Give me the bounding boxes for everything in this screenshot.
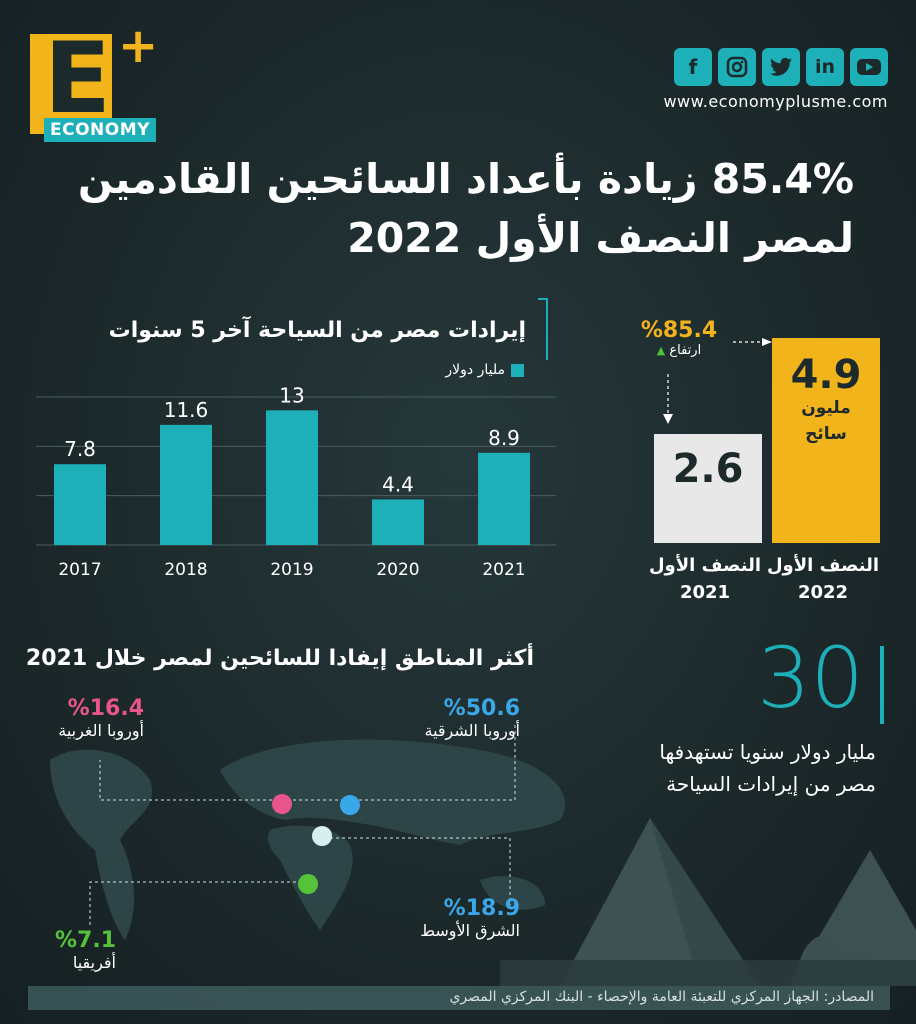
region-name: أوروبا الشرقية — [424, 721, 520, 740]
linkedin-icon[interactable]: in — [806, 48, 844, 86]
bar-value-label: 13 — [279, 383, 304, 407]
target-line2: مصر من إيرادات السياحة — [666, 772, 876, 796]
world-map — [50, 725, 566, 940]
h1-2022-value: 4.9 — [790, 352, 862, 398]
bar-2019 — [266, 410, 318, 545]
revenue-legend: مليار دولار — [445, 362, 524, 378]
h1-2022-bar: 4.9 مليون سائح — [772, 338, 880, 543]
h1-2021-value: 2.6 — [672, 446, 744, 492]
region-middle-east: %18.9 الشرق الأوسط — [420, 896, 520, 940]
bar-value-label: 11.6 — [164, 398, 209, 422]
x-tick-label: 2020 — [376, 560, 419, 580]
growth-indicator: %85.4 ارتفاع ▲ — [634, 318, 724, 358]
x-tick-label: 2019 — [270, 560, 313, 580]
logo-box — [30, 34, 112, 134]
twitter-icon[interactable] — [762, 48, 800, 86]
chart-title-bracket — [538, 298, 548, 360]
h1-2022-label: النصف الأول 2022 — [766, 555, 880, 603]
youtube-icon[interactable] — [850, 48, 888, 86]
revenue-bar-chart: 7.8 2017 11.6 2018 13 2019 4.4 2020 8.9 2021 — [36, 383, 556, 580]
target-accent-bar — [880, 646, 884, 724]
region-eastern-europe: %50.6 أوروبا الشرقية — [424, 696, 520, 740]
marker-middle-east — [312, 826, 332, 846]
h1-2021-label: النصف الأول 2021 — [648, 555, 762, 603]
h1-2021-bar: 2.6 — [654, 434, 762, 543]
region-name: الشرق الأوسط — [420, 921, 520, 940]
logo-tag: ECONOMY — [44, 118, 156, 142]
marker-eastern-europe — [340, 795, 360, 815]
pyramids-illustration — [500, 818, 916, 986]
bar-2020 — [372, 499, 424, 545]
map-australia — [480, 876, 545, 910]
logo-letter: E — [44, 22, 111, 136]
bar-2018 — [160, 424, 212, 545]
social-links: f in — [674, 48, 888, 86]
growth-connector — [663, 338, 772, 424]
region-pct: %18.9 — [443, 896, 520, 921]
region-name: أفريقيا — [72, 953, 116, 972]
region-name: أوروبا الغربية — [58, 721, 144, 740]
logo-plus: + — [118, 18, 159, 74]
up-arrow-icon: ▲ — [656, 344, 666, 357]
bar-2017 — [54, 464, 106, 545]
x-tick-label: 2021 — [482, 560, 525, 580]
marker-western-europe — [272, 794, 292, 814]
legend-label: مليار دولار — [445, 362, 505, 378]
h1-2022-unit1: مليون — [801, 398, 851, 418]
x-tick-label: 2017 — [58, 560, 101, 580]
region-pct: %50.6 — [443, 696, 520, 721]
bar-value-label: 7.8 — [64, 437, 96, 461]
growth-pct: %85.4 — [640, 318, 718, 343]
bar-value-label: 8.9 — [488, 426, 520, 450]
target-text: مليار دولار سنويا تستهدفها مصر من إيرادا… — [556, 736, 876, 800]
website-url[interactable]: www.economyplusme.com — [663, 92, 888, 111]
facebook-icon[interactable]: f — [674, 48, 712, 86]
target-value: 30 — [757, 629, 864, 727]
source-text: المصادر: الجهاز المركزي للتعبئة العامة و… — [449, 989, 874, 1005]
source-bar: المصادر: الجهاز المركزي للتعبئة العامة و… — [28, 986, 890, 1010]
headline-line2: لمصر النصف الأول 2022 — [347, 214, 854, 263]
economy-plus-logo[interactable]: E + ECONOMY — [26, 18, 159, 150]
revenue-chart-title: إيرادات مصر من السياحة آخر 5 سنوات — [108, 318, 526, 343]
map-americas — [50, 749, 153, 940]
bar-value-label: 4.4 — [382, 472, 414, 496]
region-western-europe: %16.4 أوروبا الغربية — [58, 696, 144, 740]
bar-2021 — [478, 452, 530, 545]
headline-line1: 85.4% زيادة بأعداد السائحين القادمين — [77, 155, 854, 203]
growth-label: ارتفاع ▲ — [656, 343, 702, 358]
marker-africa — [298, 874, 318, 894]
regions-title: أكثر المناطق إيفادا للسائحين لمصر خلال 2… — [25, 646, 534, 671]
target-line1: مليار دولار سنويا تستهدفها — [659, 740, 876, 764]
region-pct: %16.4 — [67, 696, 144, 721]
map-eurasia — [220, 739, 566, 845]
region-africa: %7.1 أفريقيا — [55, 928, 116, 972]
h1-2022-unit2: سائح — [805, 424, 847, 444]
x-tick-label: 2018 — [164, 560, 207, 580]
legend-swatch — [511, 363, 524, 377]
headline: 85.4% زيادة بأعداد السائحين القادمين لمص… — [74, 150, 854, 269]
region-pct: %7.1 — [54, 928, 116, 953]
instagram-icon[interactable] — [718, 48, 756, 86]
